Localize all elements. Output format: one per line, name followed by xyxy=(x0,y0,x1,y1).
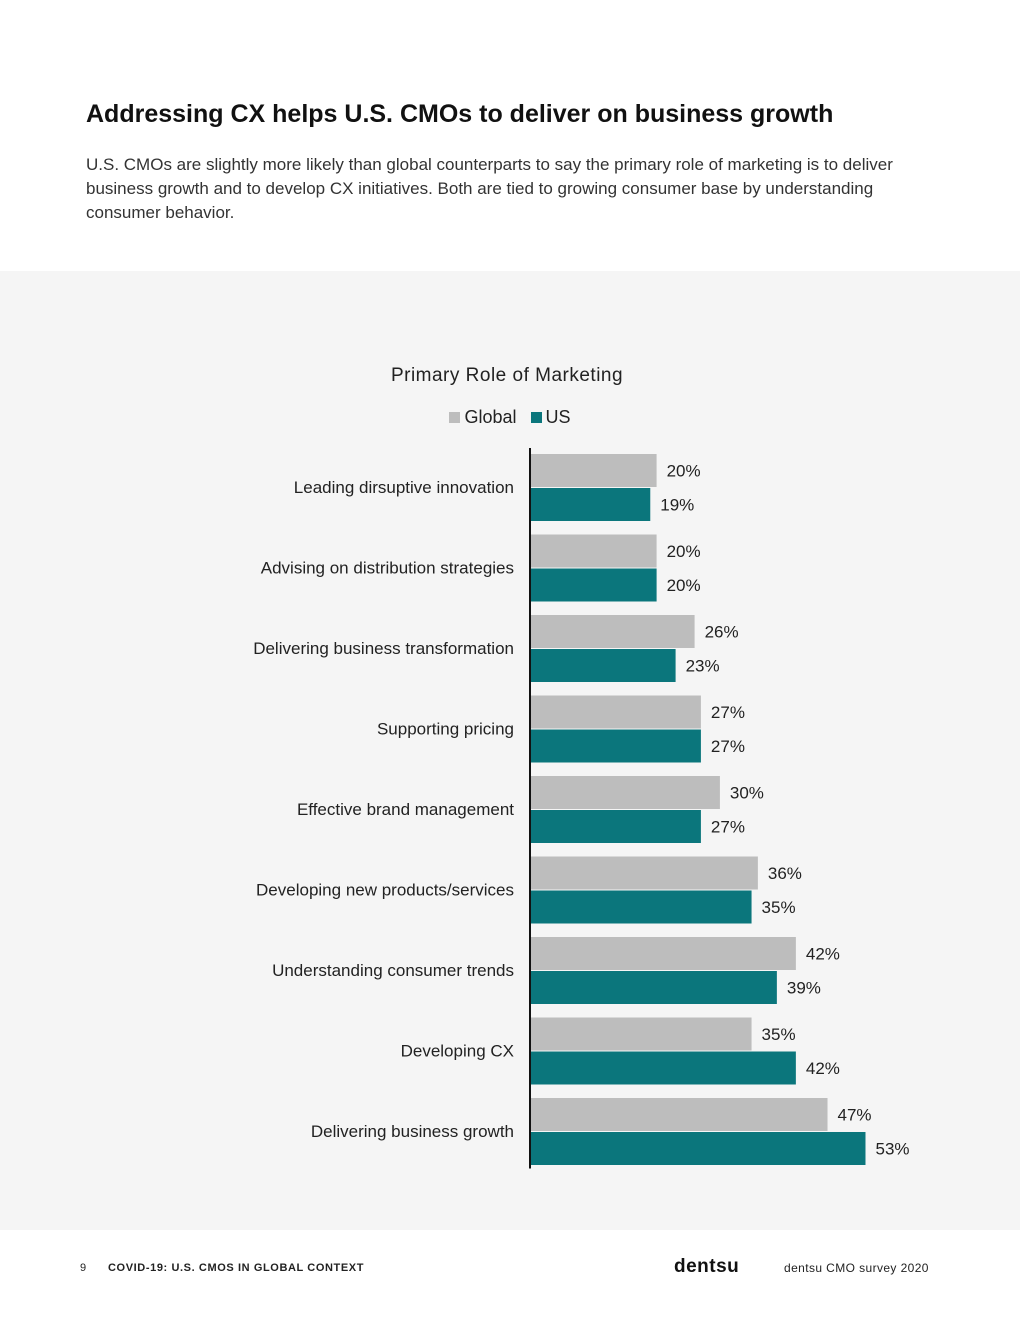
legend-item-us: US xyxy=(530,407,571,428)
bar-global xyxy=(530,776,720,809)
bar-us xyxy=(530,890,752,924)
data-label-us: 35% xyxy=(762,898,796,917)
bar-global xyxy=(530,454,657,487)
bar-us xyxy=(530,649,676,682)
bar-us xyxy=(530,971,777,1004)
data-label-global: 27% xyxy=(711,703,745,722)
legend-item-global: Global xyxy=(449,407,517,428)
data-label-global: 35% xyxy=(762,1025,796,1044)
data-label-global: 20% xyxy=(667,542,701,561)
category-label: Effective brand management xyxy=(297,800,514,819)
bar-chart: Leading dirsuptive innovation 20% 19% Advis… xyxy=(253,448,910,1169)
bar-global xyxy=(530,937,796,970)
chart-title: Primary Role of Marketing xyxy=(390,365,624,386)
category-label: Delivering business transformation xyxy=(253,639,514,658)
bar-global xyxy=(530,695,701,729)
footer: 9 COVID-19: U.S. CMOS IN GLOBAL CONTEXT … xyxy=(0,1256,1020,1282)
bar-global xyxy=(530,1098,828,1131)
data-label-us: 19% xyxy=(660,496,694,515)
intro-paragraph: U.S. CMOs are slightly more likely than … xyxy=(86,155,893,222)
category-label: Developing CX xyxy=(401,1042,514,1061)
data-label-global: 42% xyxy=(806,945,840,964)
data-label-us: 20% xyxy=(667,576,701,595)
dentsu-logo: dentsu xyxy=(674,1256,740,1277)
data-label-us: 27% xyxy=(711,818,745,837)
bar-us xyxy=(530,729,701,763)
data-label-us: 39% xyxy=(787,979,821,998)
data-label-global: 30% xyxy=(730,784,764,803)
category-label: Supporting pricing xyxy=(377,720,514,739)
category-label: Delivering business growth xyxy=(311,1122,514,1141)
data-label-us: 27% xyxy=(711,737,745,756)
bar-us xyxy=(530,810,701,843)
bar-global xyxy=(530,1017,752,1051)
category-label: Understanding consumer trends xyxy=(272,961,514,980)
legend-swatch-global xyxy=(449,412,461,423)
legend-swatch-us xyxy=(530,412,542,423)
page-number: 9 xyxy=(80,1262,87,1274)
bar-us xyxy=(530,1051,796,1085)
bar-global xyxy=(530,856,758,890)
data-label-global: 26% xyxy=(705,623,739,642)
data-label-global: 47% xyxy=(838,1106,872,1125)
chart-legend: Global US xyxy=(0,407,1020,428)
bar-global xyxy=(530,615,695,648)
category-label: Advising on distribution strategies xyxy=(261,559,514,578)
bar-us xyxy=(530,488,651,521)
bar-us xyxy=(530,1132,866,1165)
chart-panel xyxy=(0,271,1020,1230)
data-label-us: 42% xyxy=(806,1059,840,1078)
legend-label-us: US xyxy=(545,407,571,427)
bar-us xyxy=(530,568,657,602)
page-title: Addressing CX helps U.S. CMOs to deliver… xyxy=(86,100,834,128)
data-label-global: 20% xyxy=(667,462,701,481)
category-label: Developing new products/services xyxy=(256,881,514,900)
category-label: Leading dirsuptive innovation xyxy=(294,478,514,497)
survey-label: dentsu CMO survey 2020 xyxy=(784,1261,929,1275)
data-label-global: 36% xyxy=(768,864,802,883)
bar-global xyxy=(530,534,657,568)
footer-label: COVID-19: U.S. CMOS IN GLOBAL CONTEXT xyxy=(108,1262,365,1274)
legend-label-global: Global xyxy=(464,407,517,427)
data-label-us: 53% xyxy=(875,1140,909,1159)
data-label-us: 23% xyxy=(686,657,720,676)
